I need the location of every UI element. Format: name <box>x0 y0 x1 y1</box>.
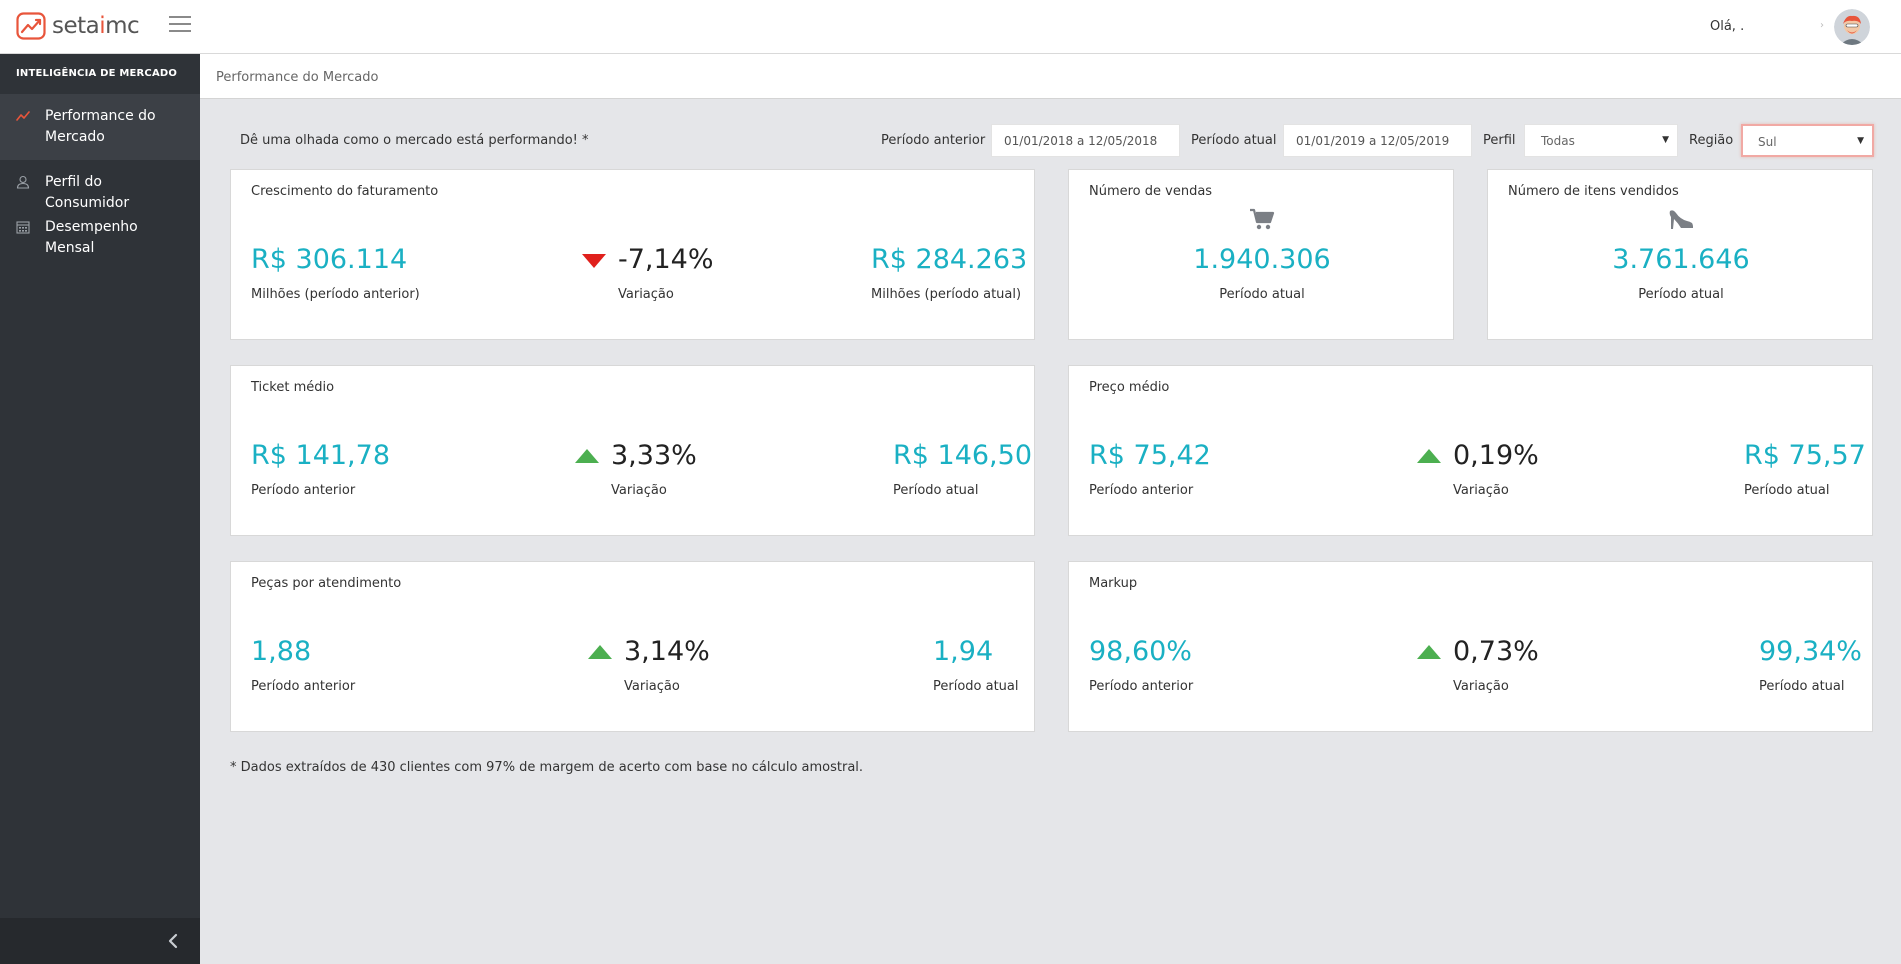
menu-toggle-icon[interactable] <box>169 16 191 34</box>
previous-value: R$ 141,78 <box>251 440 390 471</box>
user-greeting: Olá, . <box>1710 19 1745 34</box>
current-label: Período atual <box>1759 679 1845 694</box>
breadcrumb: Performance do Mercado <box>200 54 1901 99</box>
logo[interactable]: setaimc <box>16 12 140 40</box>
sidebar-item-perfil[interactable]: Perfil do Consumidor <box>0 160 200 211</box>
sidebar-item-label: Perfil do Consumidor <box>45 174 130 211</box>
previous-value: 1,88 <box>251 636 312 667</box>
current-label: Período atual <box>1744 483 1830 498</box>
variation-value: 0,73% <box>1453 636 1539 667</box>
sidebar: INTELIGÊNCIA DE MERCADO Performance do M… <box>0 54 200 964</box>
previous-label: Período anterior <box>251 679 356 694</box>
variation-down-icon <box>582 254 606 268</box>
top-header: setaimc Olá, . › <box>0 0 1901 54</box>
chevron-left-icon[interactable] <box>166 932 180 950</box>
items-sold-value: 3.761.646 <box>1612 244 1750 275</box>
region-label: Região <box>1689 133 1734 148</box>
previous-label: Período anterior <box>1089 483 1194 498</box>
logo-chart-icon <box>16 12 46 40</box>
previous-period-label: Período anterior <box>881 133 986 148</box>
average-price-card: Preço médio R$ 75,42 Período anterior 0,… <box>1068 365 1873 536</box>
logo-text: setaimc <box>52 13 140 39</box>
current-period-label: Período atual <box>1191 133 1277 148</box>
average-ticket-card: Ticket médio R$ 141,78 Período anterior … <box>230 365 1035 536</box>
chevron-right-icon[interactable]: › <box>1820 20 1824 31</box>
current-value: 1,94 <box>933 636 994 667</box>
sales-count-value: 1.940.306 <box>1193 244 1331 275</box>
variation-label: Variação <box>1453 679 1509 694</box>
calendar-icon <box>16 221 30 234</box>
variation-value: -7,14% <box>618 244 714 275</box>
sales-count-card: Número de vendas 1.940.306 Período atual <box>1068 169 1454 340</box>
region-select[interactable]: Sul ▼ <box>1741 124 1874 157</box>
variation-value: 3,14% <box>624 636 710 667</box>
variation-label: Variação <box>618 287 674 302</box>
card-title: Número de itens vendidos <box>1508 184 1679 199</box>
pieces-per-service-card: Peças por atendimento 1,88 Período anter… <box>230 561 1035 732</box>
shopping-cart-icon <box>1250 208 1275 230</box>
variation-label: Variação <box>611 483 667 498</box>
sidebar-section-title: INTELIGÊNCIA DE MERCADO <box>16 68 178 79</box>
caret-down-icon: ▼ <box>1857 136 1864 146</box>
items-sold-card: Número de itens vendidos 3.761.646 Perío… <box>1487 169 1873 340</box>
sidebar-item-label: Desempenho Mensal <box>45 219 138 256</box>
previous-value: R$ 306.114 <box>251 244 408 275</box>
current-period-input[interactable]: 01/01/2019 a 12/05/2019 <box>1283 124 1472 157</box>
sidebar-item-performance[interactable]: Performance do Mercado <box>0 94 200 160</box>
avatar-illustration-icon <box>1834 9 1870 45</box>
sidebar-item-desempenho[interactable]: Desempenho Mensal <box>0 205 200 256</box>
variation-label: Variação <box>1453 483 1509 498</box>
card-title: Crescimento do faturamento <box>251 184 439 199</box>
current-value: R$ 284.263 <box>871 244 1028 275</box>
card-title: Ticket médio <box>251 380 335 395</box>
region-select-value: Sul <box>1758 135 1777 149</box>
revenue-growth-card: Crescimento do faturamento R$ 306.114 Mi… <box>230 169 1035 340</box>
intro-text: Dê uma olhada como o mercado está perfor… <box>240 133 589 148</box>
profile-select[interactable]: Todas ▼ <box>1524 124 1678 157</box>
footnote: * Dados extraídos de 430 clientes com 97… <box>230 760 864 775</box>
caret-down-icon: ▼ <box>1662 135 1669 145</box>
items-sold-label: Período atual <box>1638 287 1724 302</box>
line-chart-icon <box>16 111 30 121</box>
previous-value: R$ 75,42 <box>1089 440 1211 471</box>
variation-up-icon <box>1417 645 1441 659</box>
previous-value: 98,60% <box>1089 636 1192 667</box>
previous-label: Período anterior <box>251 483 356 498</box>
current-label: Período atual <box>933 679 1019 694</box>
previous-period-input[interactable]: 01/01/2018 a 12/05/2018 <box>991 124 1180 157</box>
current-label: Período atual <box>893 483 979 498</box>
variation-up-icon <box>575 449 599 463</box>
previous-label: Milhões (período anterior) <box>251 287 420 302</box>
avatar[interactable] <box>1834 9 1870 45</box>
current-value: R$ 75,57 <box>1744 440 1866 471</box>
profile-select-value: Todas <box>1541 134 1575 148</box>
previous-label: Período anterior <box>1089 679 1194 694</box>
high-heel-icon <box>1669 210 1693 229</box>
variation-value: 0,19% <box>1453 440 1539 471</box>
markup-card: Markup 98,60% Período anterior 0,73% Var… <box>1068 561 1873 732</box>
variation-up-icon <box>1417 449 1441 463</box>
sidebar-item-label: Performance do Mercado <box>45 108 156 145</box>
variation-up-icon <box>588 645 612 659</box>
current-value: R$ 146,50 <box>893 440 1032 471</box>
profile-label: Perfil <box>1483 133 1516 148</box>
user-icon <box>16 175 30 189</box>
current-value: 99,34% <box>1759 636 1862 667</box>
card-title: Número de vendas <box>1089 184 1213 199</box>
card-title: Peças por atendimento <box>251 576 402 591</box>
sidebar-footer <box>0 918 200 964</box>
card-title: Markup <box>1089 576 1138 591</box>
variation-value: 3,33% <box>611 440 697 471</box>
variation-label: Variação <box>624 679 680 694</box>
card-title: Preço médio <box>1089 380 1170 395</box>
sales-count-label: Período atual <box>1219 287 1305 302</box>
current-label: Milhões (período atual) <box>871 287 1022 302</box>
